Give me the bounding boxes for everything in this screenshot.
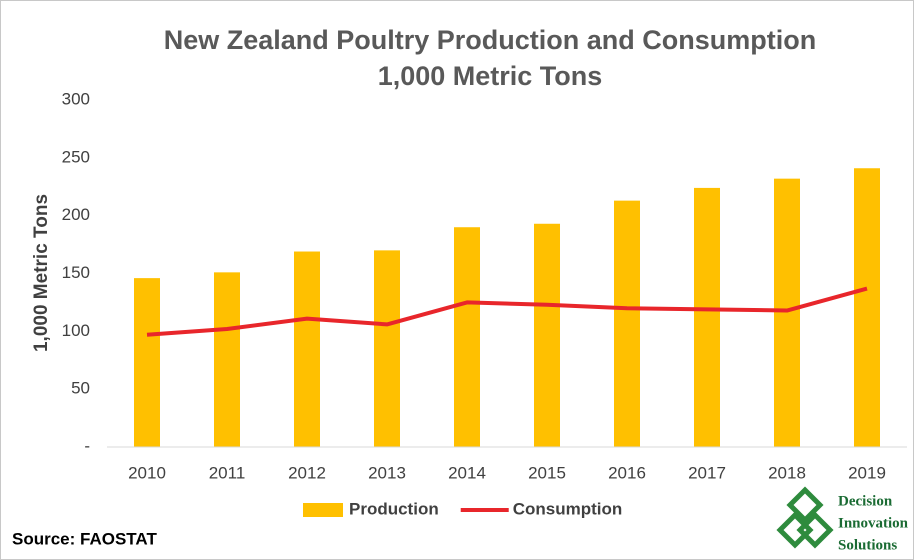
x-tick-label: 2014 <box>448 463 486 482</box>
legend-swatch <box>303 503 343 517</box>
x-tick-label: 2017 <box>688 463 726 482</box>
logo-text: Innovation <box>838 515 909 531</box>
y-tick-label: 50 <box>71 379 90 398</box>
x-tick-label: 2015 <box>528 463 566 482</box>
bar <box>454 227 480 447</box>
bar <box>854 168 880 447</box>
legend-label: Consumption <box>513 499 623 518</box>
x-tick-label: 2019 <box>848 463 886 482</box>
bar <box>374 250 400 447</box>
line <box>146 286 868 337</box>
logo: Decision Innovation Solutions <box>776 486 909 553</box>
bar <box>534 223 560 447</box>
bar <box>694 187 720 447</box>
y-tick-label: 200 <box>62 205 90 224</box>
x-tick-label: 2012 <box>288 463 326 482</box>
y-tick-label: 150 <box>62 263 90 282</box>
x-tick-label: 2013 <box>368 463 406 482</box>
y-tick-label: - <box>84 436 90 455</box>
logo-text: Solutions <box>838 537 897 553</box>
x-tick-label: 2011 <box>209 463 246 482</box>
bar <box>134 278 160 447</box>
bar <box>614 200 640 447</box>
bar <box>294 251 320 447</box>
logo-text: Decision <box>838 493 893 509</box>
chart-title: New Zealand Poultry Production and Consu… <box>164 25 817 55</box>
y-tick-label: 300 <box>62 89 90 108</box>
source: Source: FAOSTAT <box>12 529 157 548</box>
bar <box>214 272 240 447</box>
x-tick-label: 2016 <box>608 463 646 482</box>
x-tick-label: 2018 <box>768 463 806 482</box>
chart-subtitle: 1,000 Metric Tons <box>378 61 603 91</box>
y-tick-label: 250 <box>62 147 90 166</box>
logo-icon <box>776 486 834 549</box>
legend-label: Production <box>349 499 439 518</box>
bar <box>774 178 800 448</box>
y-axis-label: 1,000 Metric Tons <box>31 194 52 352</box>
x-tick-label: 2010 <box>128 463 166 482</box>
y-tick-label: 100 <box>62 321 90 340</box>
